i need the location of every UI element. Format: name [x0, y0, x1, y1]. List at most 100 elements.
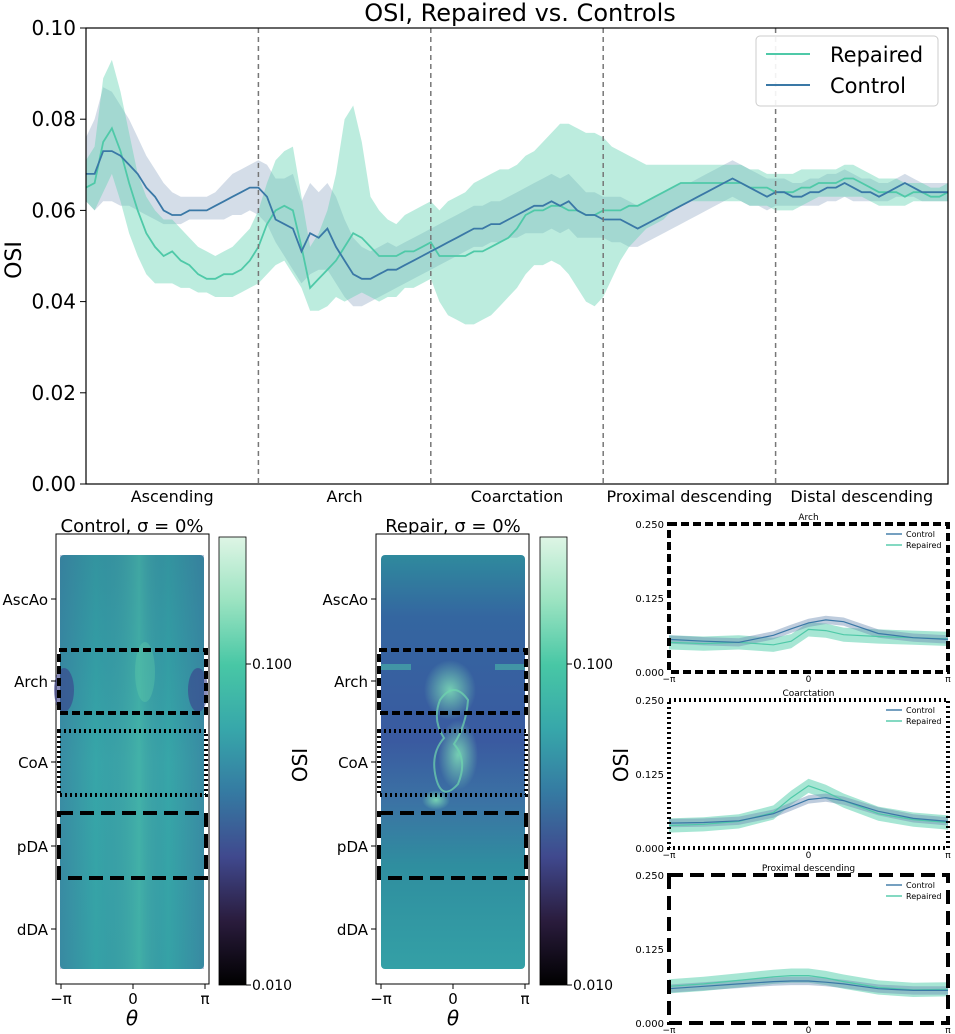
heatmap-edge-band: [495, 664, 525, 670]
legend-label-repaired: Repaired: [830, 43, 923, 67]
heatmap-hotspot: [188, 668, 208, 712]
y-axis-ticks: 0.00 0.02 0.04 0.06 0.08 0.10: [31, 16, 86, 496]
y-tick-label: 0.02: [31, 381, 76, 405]
x-tick-label: 0: [806, 851, 812, 861]
x-tick-label: π: [520, 990, 529, 1008]
band-repaired: [669, 968, 948, 997]
y-tick-label: AscAo: [3, 591, 49, 609]
coarctation-panel: Coarctation 0.000 0.125 0.250 −π 0 π Control Rep…: [635, 689, 951, 861]
panel-title: Coarctation: [782, 689, 834, 699]
panel-border: [667, 522, 950, 674]
colorbar: [539, 536, 568, 986]
band-control: [669, 793, 948, 828]
region-label: Arch: [327, 487, 363, 506]
x-tick-label: π: [945, 675, 951, 685]
x-tick-label: 0: [448, 990, 458, 1008]
line-control: [668, 797, 949, 824]
legend-label-repaired: Repaired: [906, 717, 941, 726]
y-tick-label: 0.04: [31, 290, 76, 314]
y-tick-label: CoA: [18, 754, 49, 772]
panel-title: Proximal descending: [762, 864, 855, 874]
y-tick-label: 0.125: [635, 770, 664, 781]
y-tick-label: 0.08: [31, 107, 76, 131]
heatmap-title: Control, σ = 0%: [61, 516, 204, 537]
y-tick-label: 0.06: [31, 198, 76, 222]
line-repaired: [668, 975, 949, 991]
y-tick-label: 0.000: [635, 668, 664, 679]
heatmap-hotspot: [422, 790, 450, 810]
heatmap-hotspot: [438, 720, 478, 790]
line-control: [668, 619, 949, 644]
x-tick-label: π: [945, 851, 951, 861]
line-control: [668, 980, 948, 991]
region-box-coa: [377, 729, 528, 797]
y-tick-label: 0.10: [31, 16, 76, 40]
y-tick-label: dDA: [337, 921, 369, 939]
x-tick-label: 0: [806, 1026, 812, 1034]
x-tick-label: 0: [128, 990, 138, 1008]
repair-heatmap: Repair, σ = 0% AscAo Arch CoA pDA dDA −π 0 π θ…: [323, 516, 614, 1030]
legend-label-control: Control: [830, 74, 906, 98]
y-tick-label: CoA: [338, 754, 369, 772]
y-tick-label: 0.125: [635, 594, 664, 605]
legend: Repaired Control: [755, 35, 939, 107]
band-repaired: [86, 59, 948, 325]
band-control: [669, 615, 948, 647]
arch-panel: Arch 0.000 0.125 0.250 −π 0 π Control Repaired: [635, 513, 951, 685]
heatmap-ring: [433, 689, 470, 793]
line-repaired: [85, 126, 949, 290]
y-axis-label: OSI: [2, 241, 27, 279]
line-control: [86, 150, 948, 280]
x-tick-label: π: [200, 990, 209, 1008]
legend-label-control: Control: [906, 706, 935, 715]
colorbar-ticks: 0.100 0.010: [246, 657, 292, 994]
band-repaired: [669, 622, 948, 652]
legend-label-repaired: Repaired: [906, 892, 941, 901]
region-labels: Ascending Arch Coarctation Proximal descend…: [131, 487, 933, 506]
line-repaired: [668, 785, 949, 827]
y-axis-label: OSI: [609, 748, 633, 782]
x-tick-label: 0: [806, 675, 812, 685]
y-tick-label: pDA: [337, 838, 369, 856]
y-ticks: AscAo Arch CoA pDA dDA: [323, 591, 376, 939]
colorbar: [218, 536, 247, 986]
colorbar-tick-label: 0.100: [252, 657, 292, 673]
region-box-coa: [57, 729, 208, 797]
region-box-pda: [57, 811, 208, 880]
heatmap-hotspot: [135, 642, 155, 702]
y-tick-label: 0.250: [635, 520, 664, 531]
y-tick-label: 0.00: [31, 472, 76, 496]
y-tick-label: AscAo: [323, 591, 369, 609]
y-tick-label: dDA: [17, 921, 49, 939]
panel-border: [667, 873, 950, 1025]
x-axis-label: θ: [447, 1006, 459, 1030]
heatmap-title: Repair, σ = 0%: [385, 516, 521, 537]
legend-label-control: Control: [906, 881, 935, 890]
colorbar-tick-label: 0.010: [252, 978, 292, 994]
x-axis-label: θ: [126, 1006, 138, 1030]
proximal-descending-panel: Proximal descending 0.000 0.125 0.250 −π 0 π Co…: [635, 864, 951, 1034]
y-tick-label: Arch: [14, 673, 48, 691]
region-box-pda: [377, 811, 528, 880]
y-ticks: AscAo Arch CoA pDA dDA: [3, 591, 56, 939]
x-tick-label: −π: [50, 990, 72, 1008]
main-chart: OSI, Repaired vs. Controls OSI 0.000.020…: [2, 0, 949, 506]
line-repaired: [668, 628, 949, 646]
panel-border: [667, 698, 950, 850]
region-box-arch: [57, 648, 208, 715]
heatmap-streaks: [60, 555, 204, 969]
x-tick-label: −π: [663, 851, 677, 861]
x-tick-label: −π: [370, 990, 392, 1008]
y-tick-label: 0.250: [635, 696, 664, 707]
colorbar-tick-label: 0.010: [573, 978, 613, 994]
y-tick-label: 0.125: [635, 945, 664, 956]
region-boxes: [377, 648, 528, 880]
small-panels: OSI Arch 0.000 0.125 0.250 −π 0 π Control Repair…: [609, 513, 951, 1034]
region-box-arch: [377, 648, 528, 715]
colorbar-ticks: 0.100 0.010: [567, 657, 613, 994]
x-tick-label: π: [945, 1026, 951, 1034]
plot-frame: [85, 27, 949, 485]
colorbar-label: OSI: [288, 748, 312, 782]
y-tick-label: 0.250: [635, 871, 664, 882]
